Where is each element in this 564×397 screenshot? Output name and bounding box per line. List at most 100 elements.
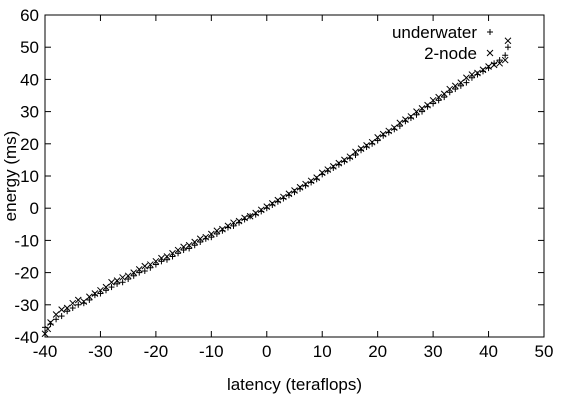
legend-label-2-node: 2-node	[424, 44, 477, 63]
data-point	[108, 284, 115, 291]
data-point	[479, 66, 487, 74]
data-point	[163, 256, 170, 263]
data-point	[97, 290, 104, 297]
data-point	[429, 96, 437, 104]
data-point	[191, 242, 198, 249]
data-point	[146, 261, 154, 268]
data-point	[102, 287, 109, 294]
x-tick-label: 10	[313, 342, 332, 361]
data-point	[352, 152, 359, 159]
data-point	[44, 325, 52, 333]
data-point	[468, 71, 476, 78]
data-point	[197, 239, 204, 246]
data-point	[252, 209, 260, 217]
data-point	[318, 169, 326, 177]
data-point	[385, 127, 393, 135]
x-tick-label: 20	[368, 342, 387, 361]
legend-plus-icon	[487, 29, 493, 35]
data-point	[446, 89, 453, 96]
series-2-node	[41, 37, 512, 338]
data-point	[396, 123, 403, 130]
data-point	[430, 100, 437, 107]
data-point	[58, 306, 65, 313]
data-point	[191, 238, 199, 246]
data-point	[169, 253, 176, 260]
data-point	[424, 101, 431, 109]
data-point	[468, 74, 475, 81]
data-point	[213, 230, 220, 237]
data-point	[379, 130, 387, 138]
data-point	[490, 61, 498, 69]
x-tick-label: 50	[535, 342, 554, 361]
data-point	[69, 305, 76, 312]
y-tick-label: -40	[14, 328, 39, 347]
data-point	[263, 203, 271, 210]
y-tick-label: 50	[20, 38, 39, 57]
data-point	[158, 254, 165, 262]
data-point	[213, 227, 221, 235]
data-point	[124, 272, 132, 280]
data-point	[108, 278, 115, 286]
legend: underwater 2-node	[392, 23, 494, 63]
data-point	[130, 272, 137, 279]
data-point	[91, 290, 99, 297]
data-point	[440, 90, 448, 98]
x-tick-label: 0	[262, 342, 271, 361]
data-point	[174, 246, 182, 254]
data-point	[180, 243, 187, 251]
data-point	[86, 296, 93, 303]
x-tick-label: 30	[424, 342, 443, 361]
data-point	[235, 217, 243, 225]
data-point	[257, 206, 265, 214]
data-point	[501, 56, 509, 64]
data-point	[58, 313, 65, 320]
data-point	[457, 79, 465, 86]
data-point	[175, 250, 182, 257]
legend-marker-underwater	[487, 29, 493, 35]
data-point	[313, 174, 321, 181]
data-point	[463, 79, 470, 86]
data-point	[374, 134, 382, 141]
plot-frame	[44, 14, 545, 338]
data-point	[119, 279, 126, 286]
data-point	[152, 257, 160, 265]
data-point	[302, 180, 309, 188]
data-point	[230, 222, 237, 229]
data-point	[152, 261, 159, 268]
y-tick-label: 10	[20, 167, 39, 186]
data-point	[158, 258, 165, 265]
x-tick-label: -40	[33, 342, 58, 361]
data-point	[185, 241, 193, 249]
data-point	[346, 153, 354, 161]
data-point	[113, 277, 121, 285]
data-point	[208, 234, 215, 241]
data-point	[446, 85, 454, 93]
y-tick-label: 60	[20, 6, 39, 25]
data-point	[64, 308, 71, 315]
data-point	[246, 212, 254, 220]
data-point	[47, 319, 54, 326]
data-point	[502, 52, 509, 59]
data-point	[147, 264, 154, 271]
data-point	[141, 267, 148, 274]
data-point	[75, 301, 82, 308]
series-underwater	[42, 44, 511, 331]
data-point	[485, 63, 492, 70]
data-point	[202, 233, 210, 241]
data-point	[363, 142, 370, 149]
y-axis-label: energy (ms)	[1, 131, 20, 222]
y-tick-label: -30	[14, 296, 39, 315]
data-point	[463, 74, 470, 82]
data-point	[413, 108, 420, 115]
data-point	[74, 296, 82, 304]
data-point	[324, 166, 332, 173]
y-tick-label: -10	[14, 231, 39, 250]
legend-label-underwater: underwater	[392, 23, 477, 42]
x-tick-label: -20	[144, 342, 169, 361]
plot-area	[41, 37, 512, 338]
x-axis-label: latency (teraflops)	[227, 375, 362, 394]
data-point	[418, 105, 426, 112]
data-point	[230, 219, 237, 227]
data-point	[135, 266, 143, 273]
data-point	[136, 269, 143, 276]
